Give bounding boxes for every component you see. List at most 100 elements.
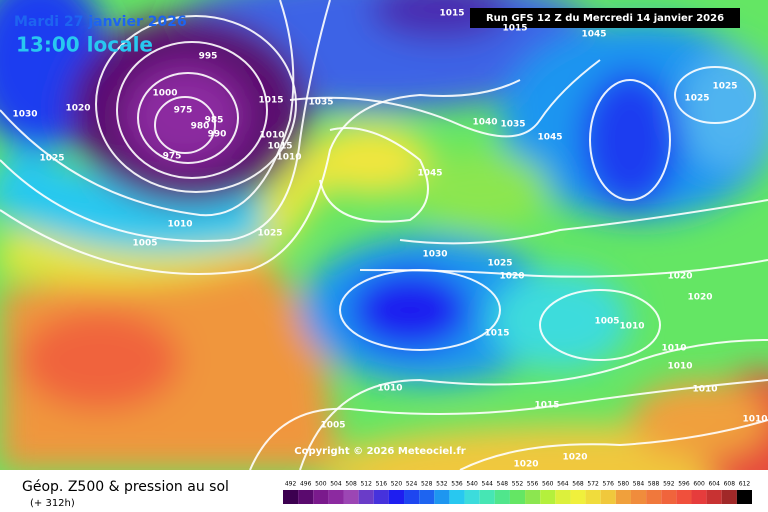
isobar-label: 1000 [152,89,177,99]
scale-swatch [449,490,465,504]
scale-label: 580 [618,481,630,488]
scale-label: 612 [739,481,751,488]
scale-swatch [494,490,510,504]
isobar-label: 975 [174,106,193,116]
isobar-label: 1045 [417,169,442,179]
scale-swatch [509,490,526,504]
isobar-label: 1010 [619,322,644,332]
isobar-label: 1010 [742,415,767,425]
scale-label: 500 [315,481,327,488]
isobar-label: 1015 [258,96,283,106]
scale-swatch [555,490,571,504]
scale-label: 524 [406,481,418,488]
isobar-label: 1025 [39,154,64,164]
isobar-label: 980 [191,122,210,132]
isobar-label: 1030 [12,110,37,120]
isobar-label: 1015 [502,24,527,34]
scale-swatch [630,490,647,504]
scale-swatch [691,490,707,504]
scale-label: 576 [603,481,615,488]
scale-label: 600 [693,481,705,488]
scale-label: 516 [376,481,388,488]
scale-swatch [706,490,722,504]
scale-label: 520 [391,481,403,488]
isobar-label: 1020 [513,460,538,470]
isobar-label: 990 [208,130,227,140]
scale-swatch [328,490,344,504]
isobars [0,0,768,470]
isobar-label: 1015 [484,329,509,339]
scale-label: 588 [648,481,660,488]
scale-label: 540 [466,481,478,488]
scale-label: 568 [572,481,584,488]
scale-swatch [525,490,541,504]
isobar-label: 1025 [712,82,737,92]
isobar-label: 985 [205,116,224,126]
scale-label: 552 [512,481,524,488]
copyright: Copyright © 2026 Meteociel.fr [294,446,465,457]
isobar-label: 1020 [687,293,712,303]
scale-swatch [615,490,631,504]
isobar-label: 975 [163,152,182,162]
scale-swatch [373,490,389,504]
isobar-label: 1025 [487,259,512,269]
forecast-time: 13:00 locale [16,33,153,57]
isobar-label: 1010 [167,220,192,230]
scale-swatch [464,490,480,504]
scale-label: 572 [587,481,599,488]
scale-swatch [419,490,435,504]
scale-swatch [540,490,556,504]
isobar-label: 1015 [267,142,292,152]
isobar-label: 1025 [684,94,709,104]
isobar-label: 1005 [594,317,619,327]
scale-label: 532 [436,481,448,488]
scale-swatch [283,490,299,504]
scale-swatch [661,490,677,504]
scale-label: 548 [497,481,509,488]
scale-label: 512 [360,481,372,488]
isobar-label: 1020 [499,272,524,282]
isobar-label: 1010 [692,385,717,395]
scale-swatch [404,490,420,504]
isobar-label: 1045 [537,133,562,143]
scale-label: 608 [724,481,736,488]
scale-swatch [570,490,586,504]
scale-swatch [646,490,662,504]
isobar-label: 1010 [667,362,692,372]
scale-swatch [313,490,329,504]
isobar-label: 1045 [581,30,606,40]
scale-swatch [600,490,616,504]
footer-lead: (+ 312h) [30,498,75,509]
scale-label: 592 [663,481,675,488]
scale-label: 556 [527,481,539,488]
scale-label: 528 [421,481,433,488]
isobar-label: 1025 [257,229,282,239]
isobar-label: 1010 [259,131,284,141]
isobar-label: 1005 [132,239,157,249]
isobar-label: 1015 [439,9,464,19]
scale-label: 492 [285,481,297,488]
isobar-label: 1020 [65,104,90,114]
scale-swatch [585,490,601,504]
isobar-label: 1010 [377,384,402,394]
scale-swatch [434,490,450,504]
scale-swatch [721,490,737,504]
isobar-label: 1030 [422,250,447,260]
isobar-label: 1015 [534,401,559,411]
scale-swatch [358,490,374,504]
scale-swatch [298,490,314,504]
isobar-label: 1020 [562,453,587,463]
color-scale: 492 496 500 504 508 512 516 520 524 528 532 536 540 5… [283,481,752,504]
isobar-label: 1005 [320,421,345,431]
scale-label: 564 [557,481,569,488]
isobar-label: 1020 [667,272,692,282]
scale-label: 496 [300,481,312,488]
run-info: Run GFS 12 Z du Mercredi 14 janvier 2026 [486,13,724,24]
scale-label: 504 [330,481,342,488]
scale-swatch [343,490,359,504]
isobar-label: 1010 [276,153,301,163]
isobar-label: 995 [199,52,218,62]
